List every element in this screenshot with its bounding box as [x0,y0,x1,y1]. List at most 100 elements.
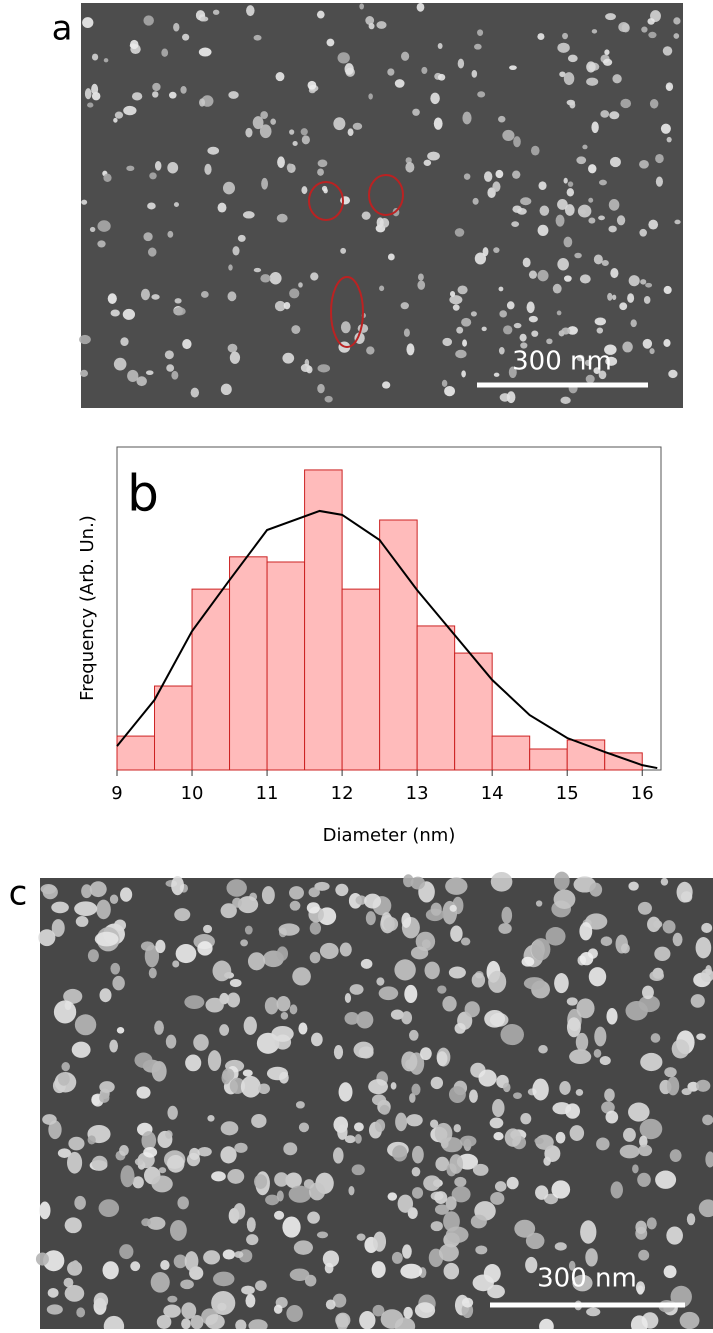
particle [601,259,609,267]
particle [38,929,56,947]
fit-curve [116,509,658,770]
particle [227,291,237,302]
particle [609,111,620,120]
particle [99,988,112,1003]
particle [563,177,568,184]
particle [525,1232,545,1250]
particle [356,1233,366,1241]
highlight [308,181,344,221]
particle [222,1068,235,1082]
particle [666,136,672,143]
particle [366,346,375,355]
particle [481,326,487,332]
particle [222,1249,236,1260]
particle [63,1277,74,1288]
particle [76,1307,86,1318]
particle [47,1287,59,1298]
particle [585,1248,598,1267]
particle [698,1199,713,1218]
particle [154,160,162,171]
particle [434,1191,448,1205]
particle [557,42,570,53]
particle [401,1011,413,1025]
particle [74,1014,97,1036]
particle [492,181,501,192]
particle [594,317,606,326]
particle [705,1151,713,1168]
particle [403,874,414,888]
particle [181,1318,191,1330]
particle [457,285,468,295]
particle [488,970,507,993]
particle [324,395,333,403]
particle [354,1134,362,1144]
particle [242,211,255,219]
particle [233,1203,246,1220]
particle [639,1135,648,1148]
particle [173,22,180,32]
particle [434,1204,450,1215]
particle [437,985,447,994]
particle [593,254,603,265]
particle [528,270,537,279]
particle [531,330,539,337]
particle [451,1186,471,1203]
bar [154,685,193,771]
particle [610,267,619,279]
particle [289,900,301,911]
particle [347,128,354,136]
particle [513,136,521,148]
particle [642,985,654,1000]
particle [669,1149,682,1162]
particle [259,124,272,139]
particle [349,984,364,995]
particle [151,1175,173,1193]
particle [630,319,637,328]
particle [344,1135,356,1144]
particle [380,1309,404,1329]
x-tick-label: 9 [111,783,122,804]
particle [309,921,322,935]
particle [687,1081,700,1092]
particle [264,997,279,1015]
particle [185,1054,202,1072]
particle [449,904,457,912]
particle [397,1194,414,1213]
particle [528,315,538,323]
particle [586,77,599,86]
particle [605,1110,619,1124]
particle [276,213,288,223]
particle [245,1293,256,1308]
particle [246,1217,256,1233]
particle [355,895,367,905]
particle [576,354,585,362]
particle [607,292,613,301]
particle [140,288,150,301]
particle [530,145,540,156]
particle [364,893,382,909]
particle [410,946,429,960]
particle [569,1049,592,1065]
particle [394,79,405,88]
particle [520,197,532,206]
particle [588,217,596,224]
particle [474,252,487,265]
particle [628,1102,650,1122]
particle [51,919,65,937]
particle [537,269,549,282]
particle [437,43,443,50]
particle [227,1169,245,1184]
particle [317,383,325,394]
particle [371,1261,386,1279]
particle [240,939,248,947]
particle [91,1094,101,1106]
particle [464,1001,480,1018]
particle [333,117,346,131]
particle [228,91,239,99]
particle [175,944,197,964]
particle [337,52,350,64]
particle [282,1216,301,1238]
particle [220,1121,239,1136]
particle [319,942,339,960]
particle [513,322,522,329]
